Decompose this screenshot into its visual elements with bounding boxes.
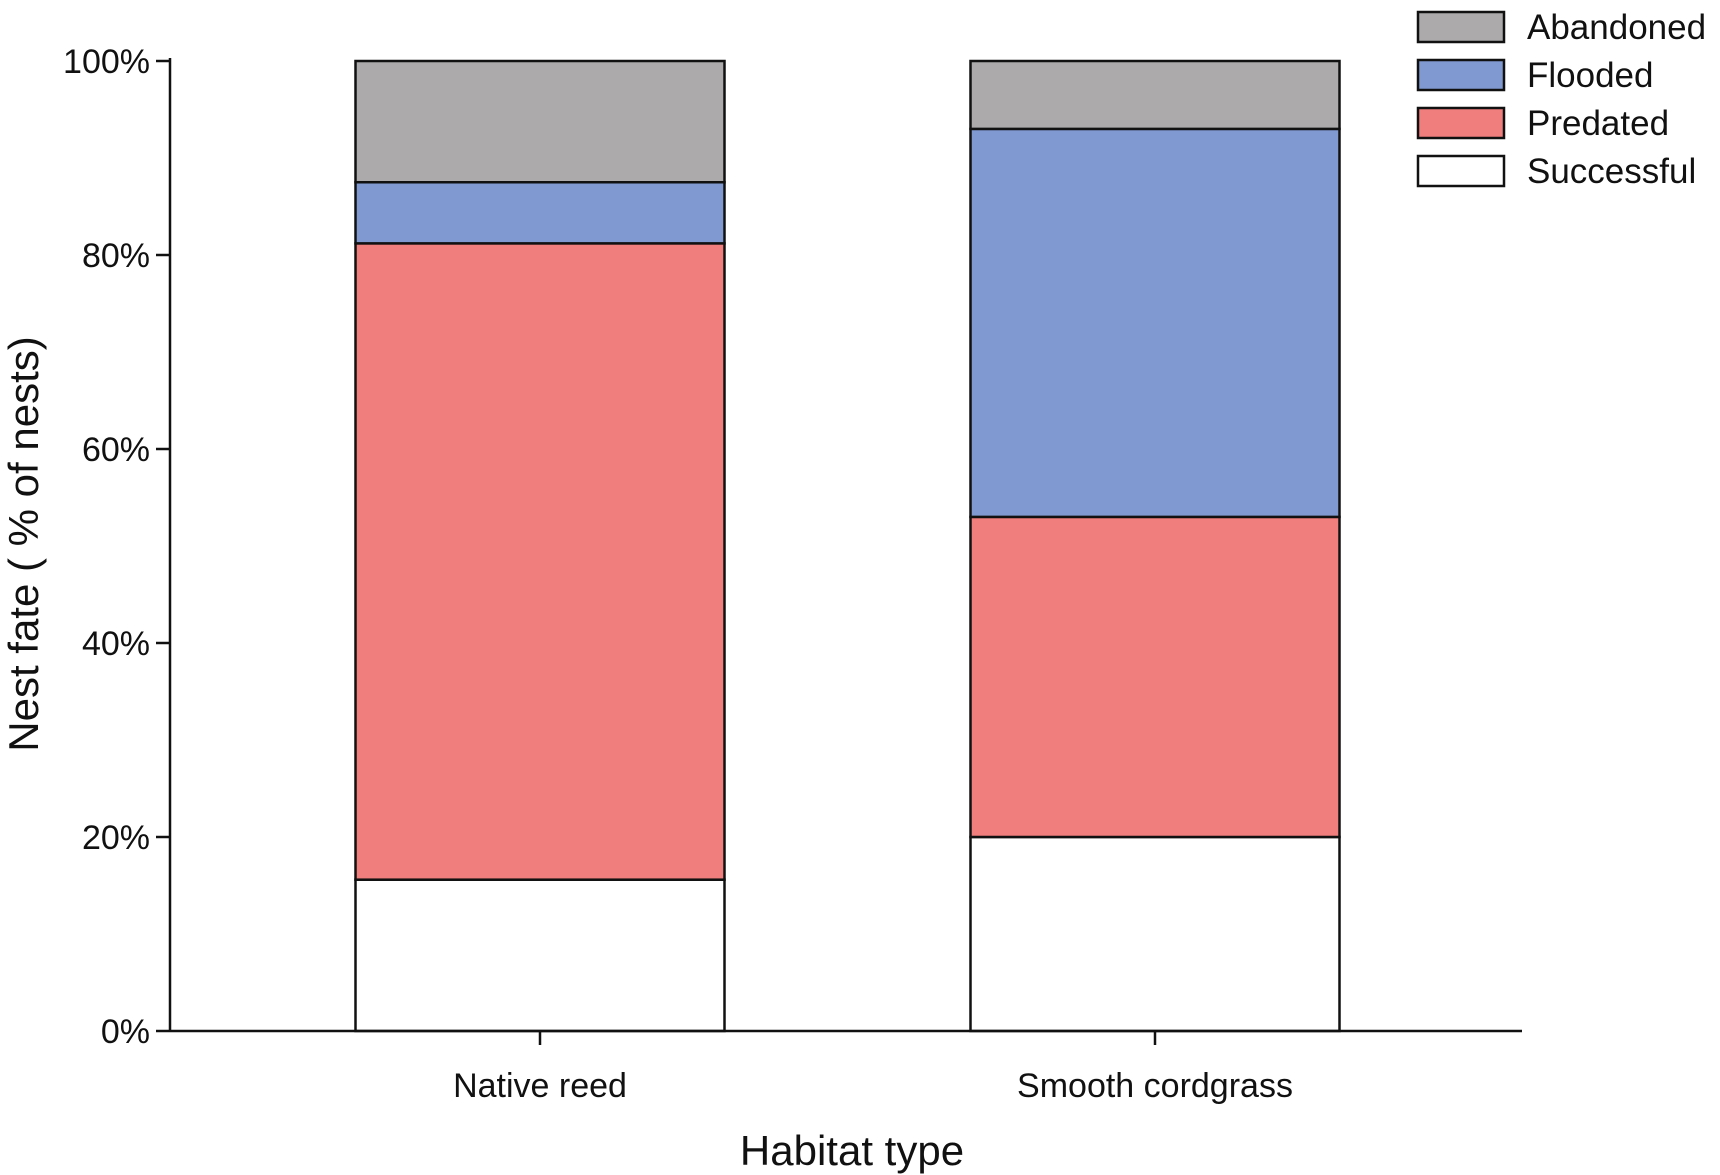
y-tick-label: 60%	[82, 431, 150, 469]
y-tick-label: 40%	[82, 625, 150, 663]
legend-label-predated: Predated	[1527, 104, 1669, 143]
x-tick-label: Native reed	[453, 1067, 627, 1105]
y-ticks: 0% 20% 40% 60% 80% 100%	[63, 43, 170, 1051]
y-tick-label: 0%	[101, 1013, 150, 1051]
legend-label-flooded: Flooded	[1527, 56, 1653, 95]
bar-segment-flooded-1	[354, 181, 726, 245]
legend-swatch-abandoned	[1416, 10, 1506, 44]
x-axis-title: Habitat type	[740, 1127, 964, 1174]
x-tick-label: Smooth cordgrass	[1017, 1067, 1293, 1105]
legend-swatch-flooded	[1416, 58, 1506, 92]
bar-segment-successful-2	[969, 835, 1341, 1033]
axes-layer	[168, 58, 1522, 1033]
y-tick-label: 20%	[82, 819, 150, 857]
legend: Abandoned Flooded Predated Successful	[1416, 8, 1706, 191]
bars-layer	[354, 59, 1341, 1033]
bar-segment-abandoned-1	[354, 59, 726, 184]
x-ticks: Native reed Smooth cordgrass	[453, 1031, 1293, 1105]
y-tick-label: 80%	[82, 237, 150, 275]
bar-segment-predated-1	[354, 242, 726, 881]
legend-label-abandoned: Abandoned	[1527, 8, 1706, 47]
legend-swatch-successful	[1416, 154, 1506, 188]
bar-segment-flooded-2	[969, 127, 1341, 519]
bar-segment-abandoned-2	[969, 59, 1341, 131]
bar-segment-successful-1	[354, 878, 726, 1033]
y-tick-label: 100%	[63, 43, 150, 81]
legend-label-successful: Successful	[1527, 152, 1696, 191]
legend-swatch-predated	[1416, 106, 1506, 140]
y-axis-title: Nest fate ( % of nests)	[0, 336, 47, 752]
bar-segment-predated-2	[969, 515, 1341, 839]
